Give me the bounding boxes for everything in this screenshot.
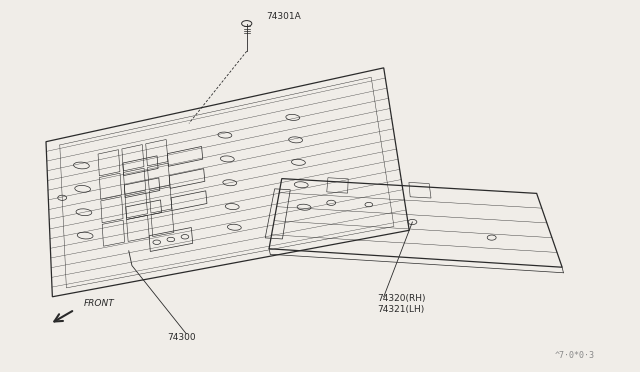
- Text: 74320(RH): 74320(RH): [378, 294, 426, 303]
- Text: 74301A: 74301A: [266, 12, 301, 21]
- Text: ^7·0*0·3: ^7·0*0·3: [555, 351, 595, 360]
- Text: 74300: 74300: [167, 333, 196, 342]
- Text: FRONT: FRONT: [84, 299, 115, 308]
- Text: 74321(LH): 74321(LH): [378, 305, 424, 314]
